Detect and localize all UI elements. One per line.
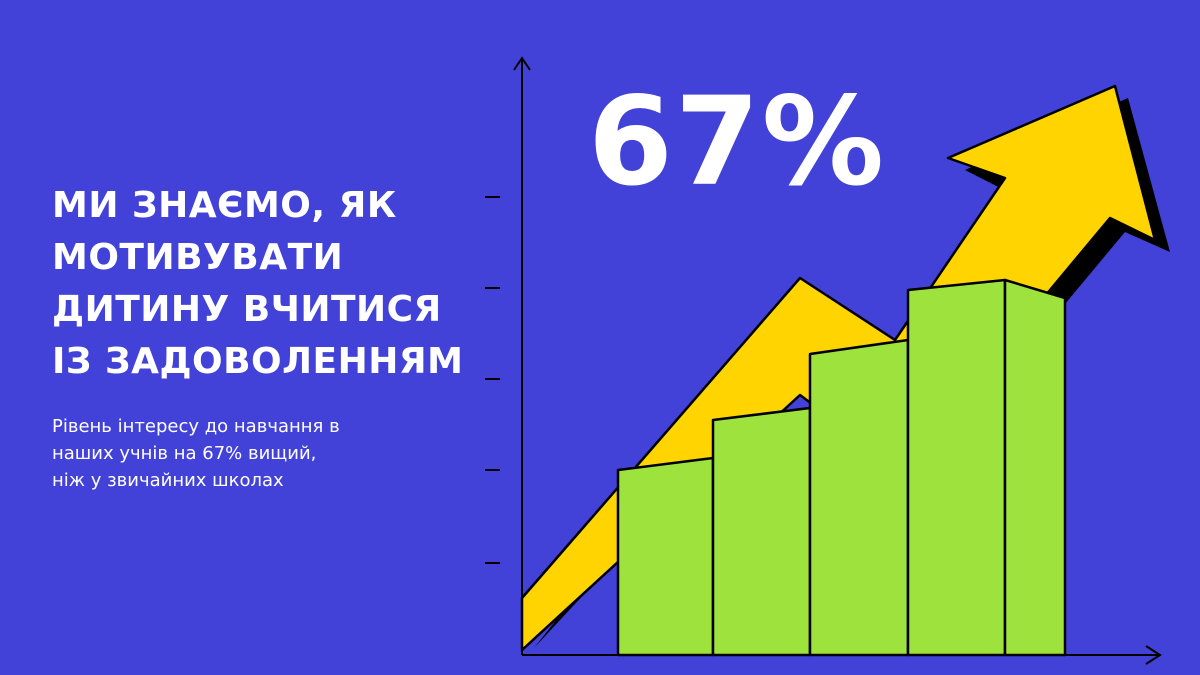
headline-line: ІЗ ЗАДОВОЛЕННЯМ: [52, 341, 464, 382]
headline-line: МИ ЗНАЄМО, ЯК: [52, 185, 397, 226]
bar: [808, 338, 910, 657]
bar: [711, 406, 812, 657]
bar: [906, 278, 1007, 657]
headline: МИ ЗНАЄМО, ЯК МОТИВУВАТИ ДИТИНУ ВЧИТИСЯ …: [52, 180, 492, 388]
description-line: наших учнів на 67% вищий,: [52, 443, 317, 464]
description: Рівень інтересу до навчання в наших учні…: [52, 413, 452, 494]
bar: [616, 456, 715, 657]
bar-chart-icon: [616, 278, 1067, 657]
bar: [1003, 278, 1067, 657]
headline-line: МОТИВУВАТИ: [52, 237, 344, 278]
description-line: Рівень інтересу до навчання в: [52, 416, 340, 437]
description-line: ніж у звичайних школах: [52, 470, 284, 491]
headline-line: ДИТИНУ ВЧИТИСЯ: [52, 289, 442, 330]
stat-value: 67%: [588, 71, 887, 213]
